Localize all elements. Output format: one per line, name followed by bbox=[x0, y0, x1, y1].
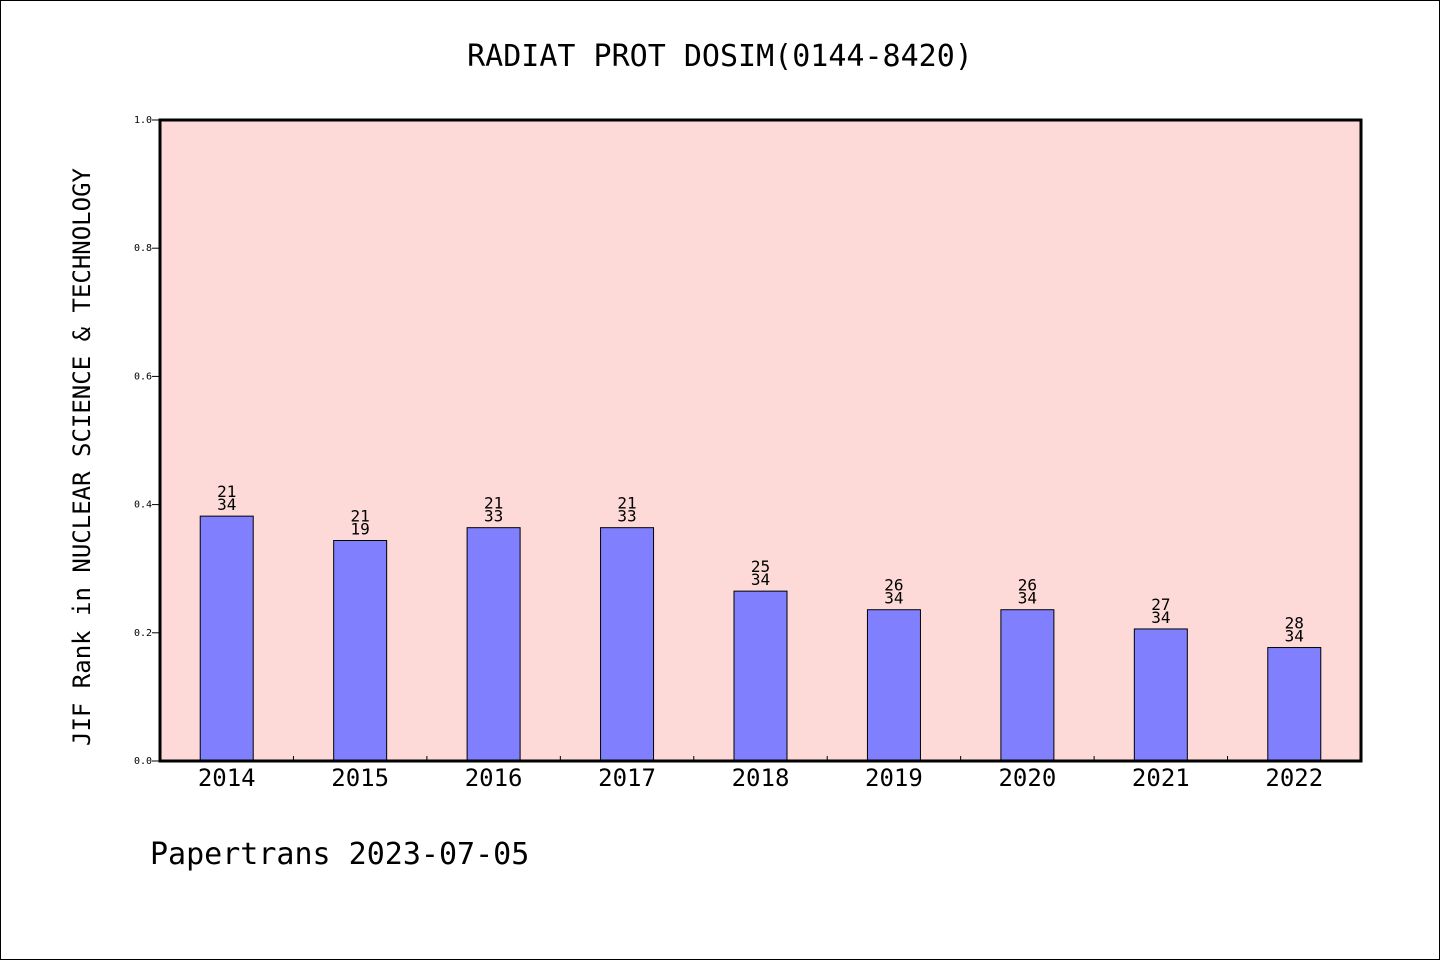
bar bbox=[1133, 628, 1188, 762]
y-tick-label: 1.0 bbox=[134, 115, 152, 126]
bar-label-total: 34 bbox=[1285, 627, 1304, 646]
y-axis-label: JIF Rank in NUCLEAR SCIENCE & TECHNOLOGY bbox=[68, 167, 96, 746]
bar-label-total: 34 bbox=[1151, 608, 1170, 627]
y-tick-label: 0.2 bbox=[134, 628, 152, 639]
bars-group bbox=[199, 515, 1322, 762]
y-tick-label: 0.6 bbox=[134, 371, 152, 382]
x-tick-label: 2018 bbox=[732, 764, 790, 792]
bar-label-total: 33 bbox=[484, 507, 503, 526]
bar-label-rank: 27 bbox=[1151, 595, 1170, 614]
bar-label-rank: 21 bbox=[217, 482, 236, 501]
footer-text: Papertrans 2023-07-05 bbox=[150, 837, 529, 872]
bar-label-rank: 26 bbox=[884, 576, 903, 595]
bar-label-rank: 21 bbox=[351, 506, 370, 525]
y-tick-label: 0.8 bbox=[134, 243, 152, 254]
x-tick-label: 2020 bbox=[998, 764, 1056, 792]
bar bbox=[866, 609, 921, 762]
x-tick-label: 2022 bbox=[1265, 764, 1323, 792]
y-axis: 0.0 0.2 0.4 0.6 0.8 1.0 bbox=[134, 115, 160, 767]
bar-label-rank: 28 bbox=[1285, 614, 1304, 633]
x-tick-label: 2019 bbox=[865, 764, 923, 792]
x-tick-label: 2014 bbox=[198, 764, 256, 792]
bar-label-total: 34 bbox=[884, 589, 903, 608]
x-tick-label: 2015 bbox=[331, 764, 389, 792]
bar-label-rank: 21 bbox=[484, 494, 503, 513]
bar bbox=[1267, 647, 1322, 762]
bar bbox=[466, 527, 521, 762]
bar-label-total: 33 bbox=[617, 507, 636, 526]
x-axis: 2014 2015 2016 2017 2018 2019 2020 2021 2022 bbox=[198, 756, 1323, 792]
x-tick-label: 2016 bbox=[465, 764, 523, 792]
bar-label-total: 34 bbox=[1018, 589, 1037, 608]
bar bbox=[1000, 609, 1055, 762]
y-tick-label: 0.4 bbox=[134, 500, 152, 511]
bar bbox=[733, 590, 788, 762]
y-tick-label: 0.0 bbox=[134, 756, 152, 767]
bar bbox=[333, 539, 388, 762]
bar-label-total: 19 bbox=[351, 519, 370, 538]
bar-label-rank: 25 bbox=[751, 557, 770, 576]
bar-label-rank: 21 bbox=[617, 494, 636, 513]
bar-label-total: 34 bbox=[217, 495, 236, 514]
bar bbox=[600, 527, 655, 762]
x-tick-label: 2017 bbox=[598, 764, 656, 792]
bar-label-total: 34 bbox=[751, 570, 770, 589]
x-tick-label: 2021 bbox=[1132, 764, 1190, 792]
plot-border bbox=[158, 118, 1363, 763]
bar-label-rank: 26 bbox=[1018, 576, 1037, 595]
bar bbox=[199, 515, 254, 762]
chart-title: RADIAT PROT DOSIM(0144-8420) bbox=[467, 39, 973, 74]
